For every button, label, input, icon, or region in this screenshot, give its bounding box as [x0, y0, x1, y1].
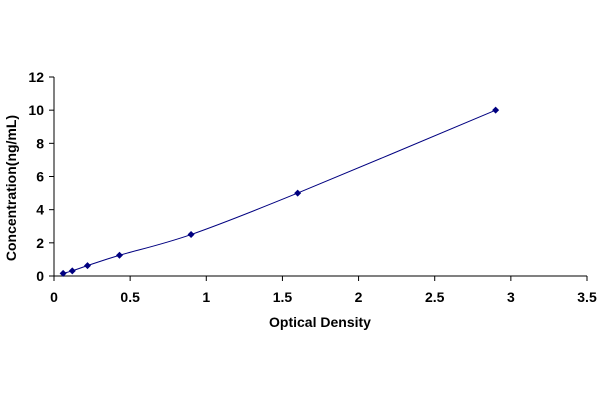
x-tick-label: 0.5: [120, 289, 140, 305]
x-tick-label: 1: [202, 289, 210, 305]
data-points: [59, 106, 500, 277]
y-tick-label: 2: [36, 235, 44, 251]
x-tick-label: 3.5: [577, 289, 597, 305]
y-tick-label: 10: [28, 102, 44, 118]
y-ticks: 0 2 4 6 8 10 12: [28, 69, 54, 284]
y-tick-label: 0: [36, 268, 44, 284]
y-tick-label: 6: [36, 169, 44, 185]
y-tick-label: 12: [28, 69, 44, 85]
x-tick-label: 2: [355, 289, 363, 305]
y-axis-title: Concentration(ng/mL): [3, 115, 19, 261]
x-ticks: 0 0.5 1 1.5 2 2.5 3 3.5: [50, 276, 597, 305]
data-point: [492, 106, 500, 114]
x-tick-label: 1.5: [273, 289, 293, 305]
data-point: [84, 262, 92, 270]
y-tick-label: 4: [36, 202, 44, 218]
data-point: [187, 231, 195, 239]
x-tick-label: 3: [507, 289, 515, 305]
x-tick-label: 0: [50, 289, 58, 305]
data-point: [294, 189, 302, 197]
data-point: [68, 267, 76, 275]
data-point: [59, 269, 67, 277]
x-tick-label: 2.5: [425, 289, 445, 305]
x-axis-title: Optical Density: [269, 314, 371, 330]
y-tick-label: 8: [36, 135, 44, 151]
data-point: [115, 251, 123, 259]
fit-curve: [63, 109, 496, 274]
